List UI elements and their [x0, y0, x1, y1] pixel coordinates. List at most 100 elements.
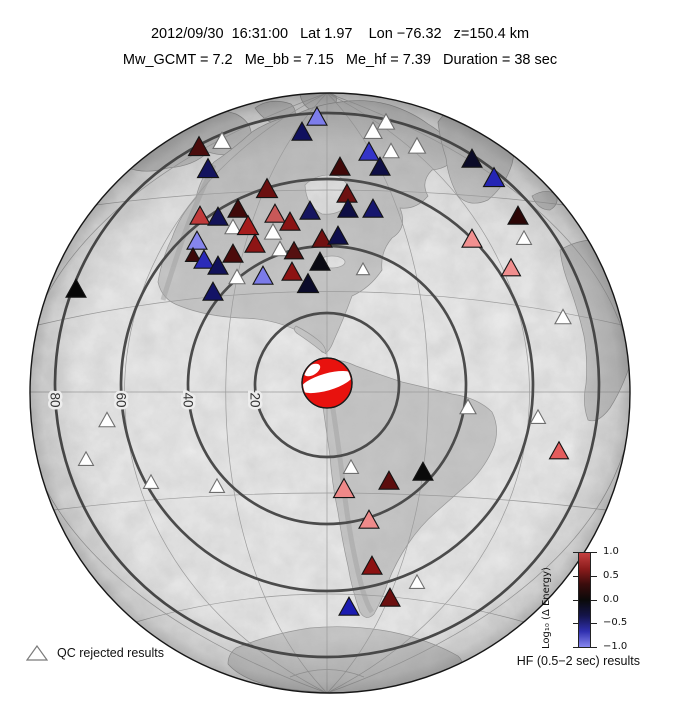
- colorbar-tick-label: 0.5: [603, 569, 619, 581]
- station-triangle: [236, 214, 260, 236]
- station-triangle: [187, 135, 211, 157]
- tick-mark: [573, 623, 578, 625]
- ring-label-20: 20: [248, 392, 263, 407]
- distance-ring-labels: 20 40 60 80: [45, 390, 265, 410]
- tick-mark: [573, 552, 578, 553]
- ring-label-60: 60: [114, 392, 129, 407]
- station-triangle: [358, 141, 380, 161]
- station-triangle-qc-rejected: [408, 573, 426, 589]
- station-triangle: [193, 249, 215, 269]
- station-triangle: [202, 281, 224, 301]
- station-triangle-qc-rejected: [98, 411, 116, 428]
- station-triangle: [186, 230, 208, 250]
- station-triangle: [548, 440, 570, 460]
- station-triangle-qc-rejected: [342, 458, 360, 474]
- station-triangle-qc-rejected: [382, 142, 400, 159]
- station-triangle-qc-rejected: [142, 473, 160, 489]
- land-europe-rim: [559, 164, 594, 193]
- tick-mark: [573, 575, 578, 577]
- station-triangle: [361, 555, 383, 575]
- colorbar-tick-label: 1.0: [603, 546, 619, 557]
- colorbar-tick-label: −1.0: [603, 641, 628, 652]
- station-triangle-qc-rejected: [212, 131, 232, 150]
- station-triangle: [329, 156, 351, 176]
- station-triangle: [379, 587, 401, 607]
- station-triangle-qc-rejected: [407, 136, 427, 154]
- station-markers: [65, 106, 572, 616]
- focal-mechanism-beachball: [301, 357, 353, 409]
- station-triangle-qc-rejected: [363, 121, 383, 140]
- station-triangle: [196, 157, 220, 179]
- station-triangle: [184, 246, 202, 262]
- station-triangle: [291, 121, 313, 141]
- station-triangle: [369, 156, 391, 176]
- station-triangle-qc-rejected: [77, 450, 95, 466]
- colorbar-ticks: 1.0 0.5 0.0 −0.5 −1.0: [573, 546, 638, 652]
- station-triangle: [362, 198, 384, 218]
- beachball-outline: [301, 357, 353, 409]
- station-triangle: [306, 106, 328, 126]
- station-triangle-qc-rejected: [263, 222, 283, 240]
- station-triangle: [482, 166, 506, 188]
- station-triangle: [207, 255, 229, 275]
- station-triangle: [500, 257, 522, 277]
- tick-mark: [573, 647, 578, 648]
- station-triangle: [378, 470, 400, 490]
- station-triangle: [264, 203, 286, 223]
- station-triangle: [299, 200, 321, 220]
- tick-mark: [591, 552, 597, 553]
- station-triangle: [461, 148, 483, 168]
- station-triangle-qc-rejected: [355, 261, 371, 276]
- station-triangle-qc-rejected: [376, 112, 396, 130]
- map-boundary: [29, 92, 631, 694]
- station-triangle: [252, 265, 274, 285]
- hf-results-label: HF (0.5−2 sec) results: [516, 654, 640, 668]
- colorbar-tick-label: 0.0: [603, 593, 619, 605]
- tick-mark: [591, 599, 597, 601]
- qc-legend-label: QC rejected results: [57, 646, 164, 660]
- station-triangle-qc-rejected: [228, 268, 246, 285]
- event-magnitudes-line2: Mw_GCMT = 7.2 Me_bb = 7.15 Me_hf = 7.39 …: [122, 52, 558, 68]
- tick-mark: [591, 575, 597, 577]
- station-triangle: [332, 477, 356, 499]
- station-triangle: [358, 509, 380, 529]
- station-triangle: [507, 205, 529, 225]
- tick-mark: [573, 599, 578, 601]
- station-triangle-qc-rejected: [459, 398, 477, 415]
- ring-label-80: 80: [48, 392, 63, 407]
- station-triangle: [279, 211, 301, 231]
- event-title-line1: 2012/09/30 16:31:00 Lat 1.97 Lon −76.32 …: [150, 26, 530, 42]
- tick-mark: [591, 623, 597, 625]
- station-triangle: [207, 206, 229, 226]
- station-triangle: [311, 228, 333, 248]
- station-triangle-qc-rejected: [554, 308, 572, 325]
- tick-mark: [591, 647, 597, 648]
- station-triangle: [281, 261, 303, 281]
- station-triangle: [244, 233, 266, 253]
- station-triangle: [309, 251, 331, 271]
- station-triangle-qc-rejected: [208, 477, 226, 493]
- station-triangle-qc-rejected: [515, 229, 533, 245]
- station-triangle: [283, 240, 305, 260]
- qc-rejected-triangle-icon: [26, 644, 48, 661]
- station-triangle: [412, 461, 434, 481]
- station-triangle-qc-rejected: [529, 408, 547, 424]
- station-triangle: [189, 205, 211, 225]
- station-triangle: [327, 225, 349, 245]
- ring-label-40: 40: [181, 392, 196, 407]
- station-triangle: [65, 278, 87, 298]
- colorbar-tick-label: −0.5: [603, 617, 628, 629]
- colorbar-gradient: [578, 552, 591, 648]
- colorbar-axis-label: Log₁₀ (Δ Energy): [541, 567, 552, 649]
- station-triangle: [296, 272, 320, 294]
- station-triangle: [227, 198, 249, 218]
- station-triangle: [338, 596, 360, 616]
- qc-legend: QC rejected results: [26, 644, 164, 662]
- station-triangle: [461, 228, 483, 248]
- station-triangle: [255, 177, 279, 199]
- station-triangle: [337, 198, 359, 218]
- station-triangle-qc-rejected: [224, 218, 242, 235]
- beachball-band: [303, 370, 351, 394]
